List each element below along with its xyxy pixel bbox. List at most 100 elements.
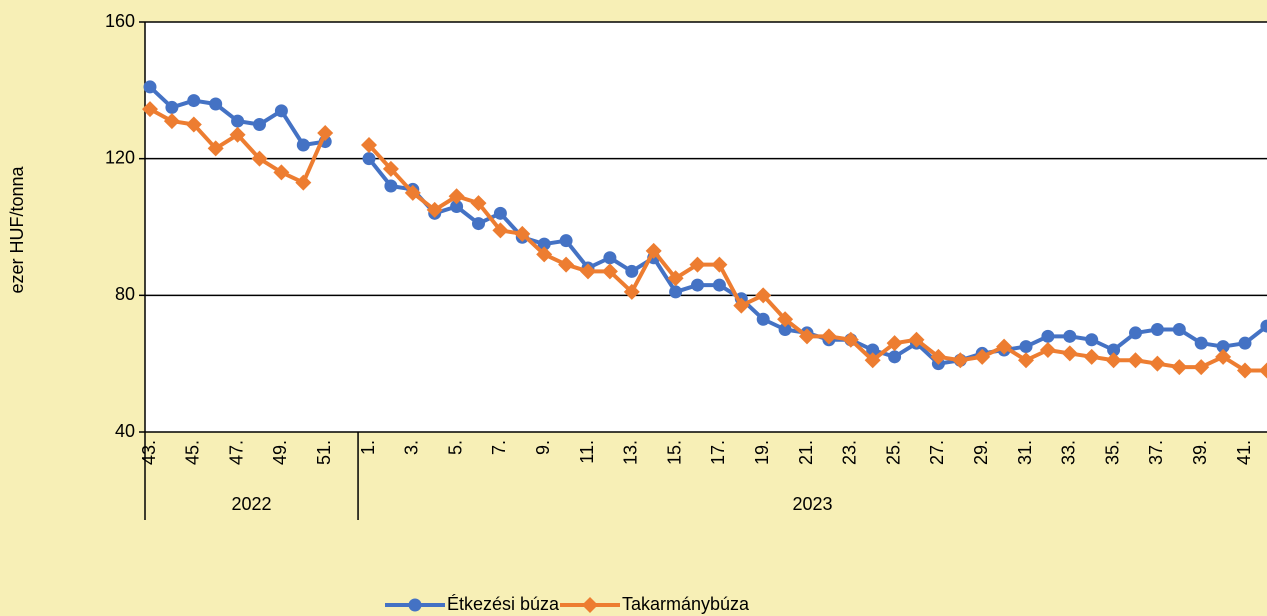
marker xyxy=(842,331,859,348)
x-tick-label: 33. xyxy=(1059,440,1079,465)
marker xyxy=(209,97,223,111)
marker xyxy=(1083,348,1100,365)
marker xyxy=(908,331,925,348)
marker xyxy=(1039,342,1056,358)
marker xyxy=(1063,329,1077,343)
marker xyxy=(886,335,903,352)
marker xyxy=(514,225,531,242)
marker xyxy=(187,94,201,108)
legend-label: Takarmánybúza xyxy=(622,594,750,614)
x-tick-label: 23. xyxy=(840,440,860,465)
x-tick-label: 25. xyxy=(883,440,903,465)
x-tick-label: 37. xyxy=(1146,440,1166,465)
x-tick-label: 51. xyxy=(314,440,334,465)
y-axis-label: ezer HUF/tonna xyxy=(7,165,27,293)
marker xyxy=(273,164,290,181)
marker xyxy=(996,338,1013,355)
marker xyxy=(733,297,750,314)
marker xyxy=(536,246,553,263)
marker xyxy=(1107,343,1121,357)
marker xyxy=(1258,362,1267,379)
marker xyxy=(623,283,640,300)
marker xyxy=(1260,319,1267,333)
y-tick-label: 40 xyxy=(115,421,135,441)
marker xyxy=(384,179,398,193)
marker xyxy=(1215,348,1232,365)
series-layer xyxy=(142,80,1267,379)
marker xyxy=(470,195,487,212)
marker xyxy=(1149,355,1166,372)
marker xyxy=(274,104,288,118)
x-tick-label: 19. xyxy=(752,440,772,465)
x-tick-label: 39. xyxy=(1190,440,1210,465)
marker xyxy=(582,597,598,613)
x-tick-label: 5. xyxy=(445,440,465,455)
marker xyxy=(1019,340,1033,354)
marker xyxy=(711,256,728,273)
marker xyxy=(1194,336,1208,350)
y-tick-label: 120 xyxy=(105,147,135,167)
marker xyxy=(207,140,224,157)
marker xyxy=(450,200,464,213)
marker xyxy=(777,311,794,328)
marker xyxy=(142,101,158,118)
marker xyxy=(1171,359,1188,376)
group-label: 2022 xyxy=(232,494,272,514)
marker xyxy=(1041,329,1055,343)
marker xyxy=(558,256,575,273)
marker xyxy=(362,152,376,166)
marker xyxy=(601,263,618,280)
marker xyxy=(1085,333,1099,347)
x-tick-label: 13. xyxy=(621,440,641,465)
x-tick-label: 45. xyxy=(183,440,203,465)
marker xyxy=(1018,352,1034,369)
marker xyxy=(404,184,421,201)
marker xyxy=(952,352,969,369)
marker xyxy=(426,201,443,218)
marker xyxy=(691,278,704,292)
group-label: 2023 xyxy=(793,494,833,514)
marker xyxy=(1238,336,1252,350)
marker xyxy=(930,348,947,365)
marker xyxy=(1105,352,1122,369)
marker xyxy=(888,350,902,364)
marker xyxy=(1193,359,1210,376)
marker xyxy=(645,242,662,259)
x-tick-label: 29. xyxy=(971,440,991,465)
x-tick-label: 17. xyxy=(708,440,728,465)
marker xyxy=(408,598,422,612)
marker xyxy=(974,348,991,365)
x-tick-label: 1. xyxy=(358,440,378,455)
marker xyxy=(185,116,202,133)
marker xyxy=(472,217,485,231)
marker xyxy=(1172,323,1186,336)
x-tick-label: 7. xyxy=(489,440,509,455)
marker xyxy=(165,100,179,114)
marker xyxy=(689,256,706,273)
x-tick-label: 43. xyxy=(139,440,159,465)
marker xyxy=(492,222,509,239)
marker xyxy=(231,114,245,128)
marker xyxy=(755,287,772,304)
marker xyxy=(756,312,770,326)
marker xyxy=(317,125,334,142)
marker xyxy=(143,80,157,94)
marker xyxy=(296,138,310,152)
marker xyxy=(667,270,684,287)
marker xyxy=(229,126,246,143)
marker xyxy=(253,118,266,131)
x-tick-label: 41. xyxy=(1234,440,1254,465)
y-tick-label: 160 xyxy=(105,11,135,31)
x-tick-label: 11. xyxy=(577,440,597,464)
marker xyxy=(669,285,683,299)
marker xyxy=(493,206,507,220)
marker xyxy=(603,251,617,265)
x-tick-label: 27. xyxy=(927,440,947,465)
marker xyxy=(448,188,465,205)
x-tick-label: 21. xyxy=(796,440,816,465)
marker xyxy=(778,323,792,336)
marker xyxy=(712,278,726,292)
marker xyxy=(251,150,268,167)
marker xyxy=(382,160,399,177)
